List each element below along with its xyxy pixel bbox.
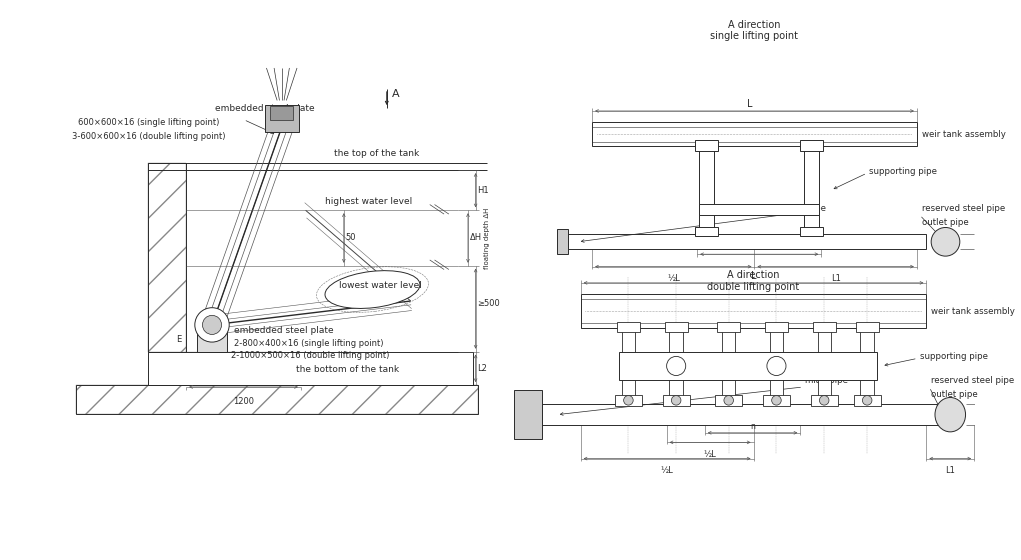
Bar <box>854 395 880 406</box>
Bar <box>722 328 735 404</box>
Bar <box>695 139 718 151</box>
Text: outlet pipe: outlet pipe <box>922 217 968 226</box>
Text: L1: L1 <box>945 466 956 475</box>
Text: supporting pipe: supporting pipe <box>920 352 987 361</box>
Circle shape <box>202 315 222 334</box>
Text: n: n <box>750 422 755 431</box>
Text: embedded steel plate: embedded steel plate <box>234 326 334 335</box>
Circle shape <box>820 395 829 405</box>
Bar <box>148 162 186 352</box>
Bar <box>695 226 718 236</box>
Bar <box>861 328 874 404</box>
Bar <box>569 234 926 249</box>
Text: 2-1000×500×16 (double lifting point): 2-1000×500×16 (double lifting point) <box>231 351 389 360</box>
Bar <box>716 395 742 406</box>
Text: L1: L1 <box>831 274 840 283</box>
Bar <box>805 146 820 234</box>
Text: floating depth ΔH: floating depth ΔH <box>484 207 490 269</box>
Text: L: L <box>747 99 752 109</box>
Text: embedded steel plate: embedded steel plate <box>214 104 314 113</box>
Text: 600×600×16 (single lifting point): 600×600×16 (single lifting point) <box>79 118 220 127</box>
Text: the top of the tank: the top of the tank <box>334 149 420 158</box>
Bar <box>542 404 940 425</box>
Bar <box>592 123 917 146</box>
Bar <box>148 352 473 385</box>
Ellipse shape <box>767 356 786 376</box>
Bar <box>617 322 640 332</box>
Bar <box>670 328 683 404</box>
Text: L2: L2 <box>478 364 487 373</box>
Ellipse shape <box>935 398 966 432</box>
Text: mian pipe: mian pipe <box>806 376 848 385</box>
Text: A direction: A direction <box>727 270 780 280</box>
Bar <box>556 230 569 254</box>
Text: ≥500: ≥500 <box>478 300 500 309</box>
Text: double lifting point: double lifting point <box>708 282 799 292</box>
Bar <box>763 395 790 406</box>
Text: highest water level: highest water level <box>325 198 411 207</box>
Text: H1: H1 <box>478 186 489 195</box>
Text: weir tank assembly: weir tank assembly <box>922 130 1006 139</box>
Bar <box>800 139 823 151</box>
Bar <box>770 328 783 404</box>
Circle shape <box>624 395 633 405</box>
Bar <box>800 226 823 236</box>
Ellipse shape <box>931 227 960 256</box>
Bar <box>811 395 837 406</box>
Text: ½L: ½L <box>661 466 674 475</box>
Text: lowest water level: lowest water level <box>339 281 422 290</box>
Bar <box>663 395 689 406</box>
Bar <box>514 390 542 440</box>
Text: ½L: ½L <box>667 274 680 283</box>
Text: main pipe: main pipe <box>783 204 826 213</box>
Bar <box>186 352 282 380</box>
Text: outlet pipe: outlet pipe <box>931 390 978 399</box>
Text: supporting pipe: supporting pipe <box>869 167 937 176</box>
Text: 2-800×400×16 (single lifting point): 2-800×400×16 (single lifting point) <box>234 339 384 348</box>
Text: ΔH: ΔH <box>470 234 482 242</box>
Bar <box>581 295 926 328</box>
Bar <box>665 322 687 332</box>
Bar <box>271 106 293 119</box>
Text: L: L <box>750 271 757 281</box>
Bar <box>699 204 820 215</box>
Text: the bottom of the tank: the bottom of the tank <box>296 365 399 374</box>
Text: weir tank assembly: weir tank assembly <box>931 306 1015 315</box>
Text: A direction: A direction <box>728 20 781 30</box>
Bar <box>77 385 478 414</box>
Circle shape <box>672 395 681 405</box>
Circle shape <box>195 307 229 342</box>
Bar <box>197 330 228 352</box>
Circle shape <box>724 395 733 405</box>
Ellipse shape <box>325 270 420 309</box>
Bar <box>699 146 715 234</box>
Text: 3-600×600×16 (double lifting point): 3-600×600×16 (double lifting point) <box>71 132 225 141</box>
Bar <box>148 162 186 352</box>
Bar <box>765 322 788 332</box>
Bar <box>77 385 478 414</box>
Bar <box>818 328 831 404</box>
Text: A: A <box>392 89 399 99</box>
Bar <box>622 328 635 404</box>
Text: 1200: 1200 <box>233 396 254 405</box>
Text: single lifting point: single lifting point <box>711 31 798 41</box>
Circle shape <box>772 395 781 405</box>
Text: 50: 50 <box>346 234 356 242</box>
Bar <box>619 352 877 380</box>
Bar <box>813 322 835 332</box>
Text: reserved steel pipe: reserved steel pipe <box>931 376 1015 385</box>
Bar <box>856 322 879 332</box>
Bar <box>264 105 299 132</box>
Text: reserved steel pipe: reserved steel pipe <box>922 204 1005 213</box>
Bar <box>717 322 740 332</box>
Ellipse shape <box>667 356 686 376</box>
Bar <box>615 395 642 406</box>
Circle shape <box>863 395 872 405</box>
Text: ½L: ½L <box>703 450 717 459</box>
Text: E: E <box>177 335 182 344</box>
